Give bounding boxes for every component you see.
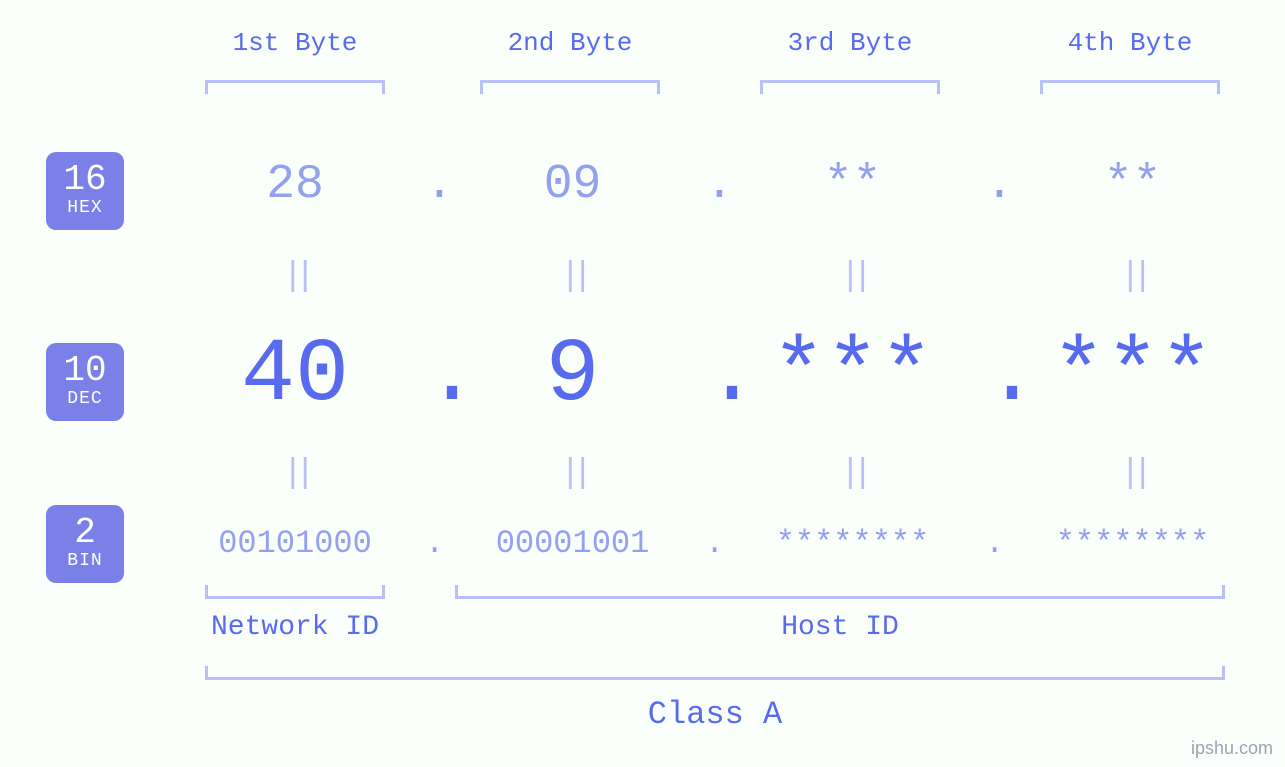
dec-row: 40 . 9 . *** . ***: [165, 325, 1265, 427]
hex-byte-1: 28: [165, 158, 425, 212]
badge-dec-num: 10: [63, 353, 106, 389]
badge-bin-num: 2: [74, 515, 96, 551]
badge-hex-label: HEX: [67, 198, 102, 220]
bin-byte-1: 00101000: [165, 525, 425, 562]
eq-2-1: ||: [165, 455, 425, 493]
dec-dot-1: .: [425, 325, 440, 427]
bracket-class: [205, 666, 1225, 680]
bracket-byte-3: [760, 80, 940, 94]
label-class: Class A: [205, 696, 1225, 733]
bin-byte-3: ********: [720, 525, 985, 562]
eq-1-1: ||: [165, 258, 425, 296]
byte-header-3: 3rd Byte: [735, 28, 965, 58]
bin-byte-4: ********: [1000, 525, 1265, 562]
byte-header-1: 1st Byte: [180, 28, 410, 58]
bin-byte-2: 00001001: [440, 525, 705, 562]
badge-dec-label: DEC: [67, 389, 102, 411]
badge-bin-label: BIN: [67, 551, 102, 573]
equals-row-1: || || || ||: [165, 258, 1265, 296]
eq-1-4: ||: [1000, 258, 1265, 296]
bin-dot-2: .: [705, 525, 720, 562]
label-host-id: Host ID: [455, 612, 1225, 643]
byte-header-4: 4th Byte: [1015, 28, 1245, 58]
eq-2-2: ||: [440, 455, 705, 493]
eq-2-4: ||: [1000, 455, 1265, 493]
hex-row: 28 . 09 . ** . **: [165, 158, 1265, 212]
eq-1-3: ||: [720, 258, 985, 296]
dec-byte-1: 40: [165, 325, 425, 427]
byte-header-2: 2nd Byte: [455, 28, 685, 58]
badge-hex-num: 16: [63, 162, 106, 198]
bracket-byte-2: [480, 80, 660, 94]
hex-byte-4: **: [1000, 158, 1265, 212]
bracket-network-id: [205, 585, 385, 599]
dec-dot-2: .: [705, 325, 720, 427]
equals-row-2: || || || ||: [165, 455, 1265, 493]
hex-dot-2: .: [705, 158, 720, 212]
dec-byte-4: ***: [1000, 325, 1265, 427]
eq-1-2: ||: [440, 258, 705, 296]
label-network-id: Network ID: [180, 612, 410, 643]
dec-byte-3: ***: [720, 325, 985, 427]
bin-dot-1: .: [425, 525, 440, 562]
badge-dec: 10 DEC: [46, 343, 124, 421]
dec-byte-2: 9: [440, 325, 705, 427]
hex-byte-2: 09: [440, 158, 705, 212]
hex-dot-3: .: [985, 158, 1000, 212]
dec-dot-3: .: [985, 325, 1000, 427]
bracket-byte-1: [205, 80, 385, 94]
hex-byte-3: **: [720, 158, 985, 212]
bracket-host-id: [455, 585, 1225, 599]
eq-2-3: ||: [720, 455, 985, 493]
bracket-byte-4: [1040, 80, 1220, 94]
watermark: ipshu.com: [1191, 738, 1273, 759]
badge-bin: 2 BIN: [46, 505, 124, 583]
bin-dot-3: .: [985, 525, 1000, 562]
hex-dot-1: .: [425, 158, 440, 212]
bin-row: 00101000 . 00001001 . ******** . *******…: [165, 525, 1265, 562]
badge-hex: 16 HEX: [46, 152, 124, 230]
